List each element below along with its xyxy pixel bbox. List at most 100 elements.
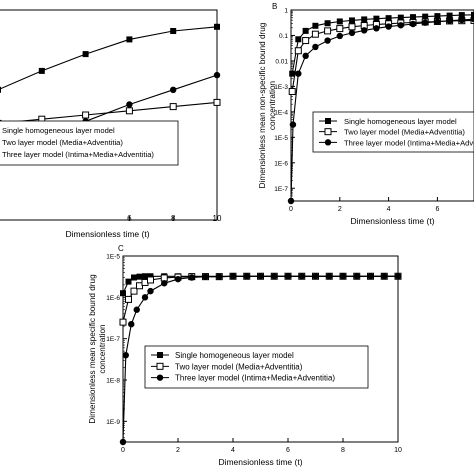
y-tick-label: 1E-7 [106, 336, 120, 343]
series-point-3 [394, 273, 402, 280]
chart-panel-b: 0 2 4 6 1 0.1 0.01 1E-3 1E-4 1E-5 1E-6 1E-7 Single h… [258, 2, 474, 226]
panel-label: C [118, 244, 124, 253]
series-point-1 [170, 28, 177, 34]
plot-frame [290, 9, 474, 202]
series-point-3 [302, 52, 309, 60]
series-point-1 [120, 290, 126, 297]
series-point-2 [348, 23, 356, 31]
x-axis-label: Dimensionless time (t) [65, 229, 149, 239]
series-point-1 [385, 15, 392, 22]
series-point-3 [289, 121, 297, 128]
x-tick-label: 6 [286, 447, 290, 454]
legend-marker [157, 352, 163, 358]
series-point-3 [409, 20, 417, 28]
plot-frame [122, 255, 399, 443]
series-point-1 [397, 14, 404, 21]
series-point-3 [373, 25, 380, 32]
series-point-3 [284, 273, 292, 280]
x-tick-label: 8 [171, 214, 176, 223]
legend-entry: Two layer model (Media+Adventitia) [175, 362, 303, 371]
series-point-3 [161, 280, 168, 287]
series-point-2 [302, 37, 310, 45]
series-point-3 [243, 273, 250, 280]
x-tick-label: 10 [213, 214, 222, 223]
series-point-3 [381, 273, 388, 280]
y-tick-label: 1E-4 [274, 109, 288, 116]
series-point-1 [361, 16, 368, 23]
series-point-3 [271, 273, 278, 280]
series-point-2 [311, 30, 319, 38]
series-point-2 [336, 25, 344, 33]
x-axis-label: Dimensionless time (t) [218, 457, 302, 467]
x-tick-label: 0 [289, 206, 293, 213]
series-point-2 [160, 274, 168, 282]
y-tick-label: 1E-3 [274, 84, 288, 91]
x-axis-label: Dimensionless time (t) [350, 216, 434, 226]
series-point-2 [169, 103, 177, 111]
x-tick-label: 10 [394, 447, 402, 454]
series-point-2 [288, 87, 296, 95]
series-point-3 [422, 19, 429, 26]
x-tick-label: 2 [338, 206, 342, 213]
series-point-2 [213, 98, 221, 106]
series-point-1 [214, 23, 220, 30]
chart-panel-c: 0 2 4 6 8 10 1E-5 1E-6 1E-7 1E-8 1E-9 Single homoge… [88, 244, 402, 467]
series-point-3 [133, 306, 140, 313]
series-point-1 [142, 273, 148, 280]
legend-entry: Two layer model (Media+Adventitia) [344, 128, 465, 137]
series-point-1 [446, 12, 453, 19]
series-point-3 [336, 32, 343, 40]
series-point-1 [373, 15, 380, 22]
series-point-1 [302, 27, 309, 34]
series-point-1 [434, 13, 441, 20]
series-point-3 [202, 273, 209, 280]
series-point-1 [125, 278, 132, 285]
y-tick-label: 0.1 [279, 33, 288, 40]
legend-marker [324, 139, 332, 146]
series-point-2 [82, 111, 90, 119]
series-point-3 [126, 101, 133, 108]
series-point-1 [471, 11, 474, 18]
series-point-3 [385, 23, 392, 30]
x-tick-label: 2 [176, 447, 180, 454]
legend-entry: Three layer model (Intima+Media+Adventit… [175, 374, 335, 383]
y-tick-label: 1E-8 [106, 378, 120, 385]
legend: Single homogeneous layer model Two layer … [0, 120, 179, 166]
series-point-1 [289, 70, 296, 77]
series-point-1 [0, 86, 1, 93]
series-point-3 [312, 43, 319, 51]
series-point-1 [312, 22, 319, 29]
legend-box [144, 345, 369, 389]
series-point-2 [125, 295, 132, 303]
y-tick-label: 1E-5 [274, 135, 288, 142]
legend-entry: Single homogeneous layer model [175, 351, 294, 360]
series-point-2 [324, 27, 332, 35]
series-point-3 [434, 18, 441, 25]
series-point-1 [136, 273, 143, 280]
series-point-1 [131, 274, 137, 281]
series-point-2 [130, 287, 138, 295]
legend-box [0, 120, 179, 166]
series-point-3 [446, 17, 453, 24]
y-tick-label: 1E-9 [106, 419, 120, 426]
series-point-1 [126, 36, 133, 43]
y-tick-label: 1E-7 [274, 186, 288, 193]
series-point-3 [287, 197, 295, 205]
series-line-1 [0, 26, 218, 90]
series-point-1 [295, 36, 302, 43]
series-point-3 [122, 352, 129, 359]
series-point-1 [458, 12, 465, 19]
legend: Single homogeneous layer model Two layer … [312, 111, 474, 153]
series-point-3 [119, 438, 127, 446]
x-tick-label: 8 [341, 447, 345, 454]
plot-frame [0, 9, 218, 221]
series-point-3 [353, 273, 360, 280]
legend-marker [325, 118, 331, 124]
series-point-1 [82, 51, 89, 58]
series-point-3 [295, 70, 302, 77]
legend: Single homogeneous layer model Two layer … [144, 345, 369, 389]
series-point-1 [422, 13, 429, 20]
series-point-3 [312, 273, 319, 280]
legend-entry: Single homogeneous layer model [2, 126, 115, 135]
